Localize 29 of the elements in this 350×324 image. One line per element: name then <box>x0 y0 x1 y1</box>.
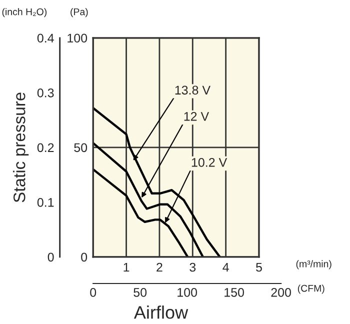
x-axis-title: Airflow <box>134 306 188 319</box>
x2-tick-label: 150 <box>224 288 244 297</box>
x-tick-label: 4 <box>222 262 229 272</box>
y2-tick-label: 0 <box>81 252 88 262</box>
y2-axis-title: (Pa) <box>70 8 88 18</box>
line-series <box>93 168 189 257</box>
annotation: 13.8 V <box>175 86 210 95</box>
y-tick-label: 0.4 <box>37 34 54 43</box>
x-tick-label: 5 <box>256 262 262 272</box>
x-tick-label: 3 <box>190 262 196 272</box>
x-tick-label: 2 <box>156 262 162 272</box>
y-tick-label: 0 <box>48 252 54 262</box>
x2-tick-label: 50 <box>134 288 147 297</box>
text: (inch H₂O) <box>2 8 47 18</box>
annotation: 12 V <box>184 112 210 121</box>
annotation: 10.2 V <box>192 158 228 167</box>
line-series <box>93 106 221 257</box>
x2-tick-label: 100 <box>178 288 198 297</box>
y-tick-label: 0.2 <box>37 143 54 152</box>
x2-tick-label: 200 <box>271 288 291 297</box>
y-tick-label: 0.1 <box>37 198 54 207</box>
y2-tick-label: 100 <box>68 34 88 43</box>
x-tick-label: 1 <box>124 262 130 272</box>
x2-tick-label: 0 <box>90 288 96 297</box>
text: (m³/min) <box>296 260 332 270</box>
y2-tick-label: 50 <box>74 143 88 152</box>
y-axis-title: Static pressure <box>13 92 29 202</box>
x2-axis-title: (CFM) <box>298 284 324 294</box>
y-tick-label: 0.3 <box>37 88 54 98</box>
